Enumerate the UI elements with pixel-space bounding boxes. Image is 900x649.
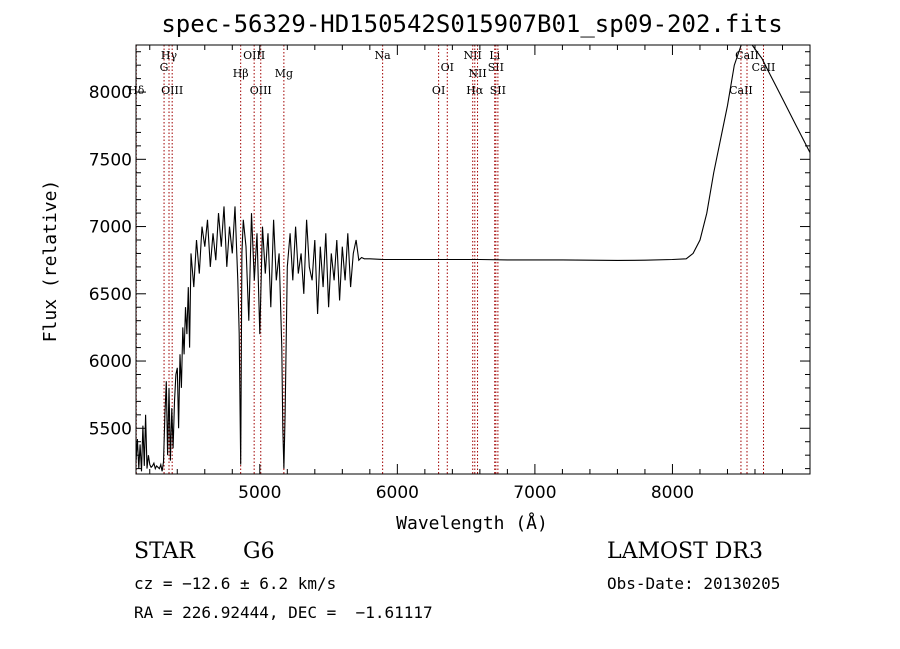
line-marker-label: Hα	[466, 84, 484, 97]
x-tick-label: 8000	[651, 483, 694, 503]
spectrum-line	[135, 44, 811, 472]
y-tick-label: 7500	[89, 150, 132, 170]
line-marker-label: OI	[432, 84, 445, 97]
plot-axes: 5000 6000 7000 8000 5500 6000 6500 7000 7500 8000	[89, 44, 811, 503]
plot-frame	[135, 44, 811, 475]
line-marker-label: OIII	[161, 84, 183, 97]
coordinates: RA = 226.92444, DEC = −1.61117	[134, 603, 433, 622]
line-marker-label: CaII	[752, 61, 776, 74]
line-marker-label: Na	[375, 49, 392, 62]
line-marker-label: NII	[468, 67, 486, 80]
line-marker-label: OIII	[243, 49, 265, 62]
line-marker-label: Hβ	[233, 67, 249, 80]
x-axis-label: Wavelength (Å)	[396, 512, 548, 534]
x-tick-label: 7000	[513, 483, 556, 503]
x-tick-label: 6000	[376, 483, 419, 503]
obs-date: Obs-Date: 20130205	[607, 574, 781, 593]
y-tick-label: 6500	[89, 285, 132, 305]
y-tick-label: 5500	[89, 419, 132, 439]
line-marker-label: NII	[464, 49, 482, 62]
object-class: STAR	[134, 539, 195, 564]
y-tick-label: 6000	[89, 352, 132, 372]
redshift-text: cz = −12.6 ± 6.2 km/s	[134, 574, 337, 593]
line-marker-label: Li	[489, 49, 500, 62]
line-marker-label: Mg	[275, 67, 293, 80]
object-subclass: G6	[243, 539, 275, 564]
y-tick-label: 7000	[89, 218, 132, 238]
chart-title: spec-56329-HD150542S015907B01_sp09-202.f…	[161, 10, 782, 38]
line-marker-label: OIII	[250, 84, 272, 97]
line-marker-label: SII	[488, 61, 504, 74]
y-axis-label: Flux (relative)	[40, 180, 61, 343]
line-marker-label: CaII	[735, 49, 759, 62]
line-marker-label: OI	[441, 61, 454, 74]
line-marker-label: G	[160, 61, 169, 74]
line-marker-label: CaII	[729, 84, 753, 97]
x-tick-label: 5000	[238, 483, 281, 503]
survey-name: LAMOST DR3	[607, 539, 763, 564]
line-marker-label: SII	[490, 84, 506, 97]
line-marker-label: Hγ	[161, 49, 178, 62]
y-tick-label: 8000	[89, 83, 132, 103]
